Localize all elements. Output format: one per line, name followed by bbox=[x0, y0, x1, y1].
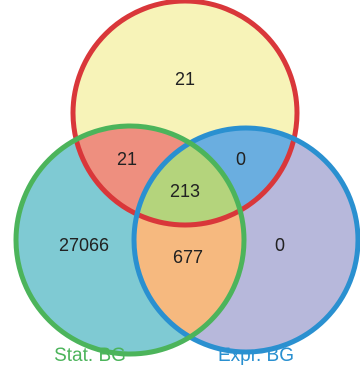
region-count: 0 bbox=[275, 235, 285, 255]
left-outline bbox=[13, 123, 247, 357]
region-count: 27066 bbox=[59, 235, 109, 255]
set-label: Stat. BG bbox=[54, 345, 126, 366]
region-count: 21 bbox=[175, 69, 195, 89]
center-region bbox=[134, 128, 244, 225]
right-outline bbox=[131, 125, 360, 355]
region-count: 0 bbox=[236, 149, 246, 169]
region-count: 677 bbox=[173, 247, 203, 267]
set-label: Expr. BG bbox=[218, 345, 294, 366]
region-count: 21 bbox=[117, 149, 137, 169]
region-count: 213 bbox=[170, 181, 200, 201]
top-outline bbox=[70, 0, 300, 228]
